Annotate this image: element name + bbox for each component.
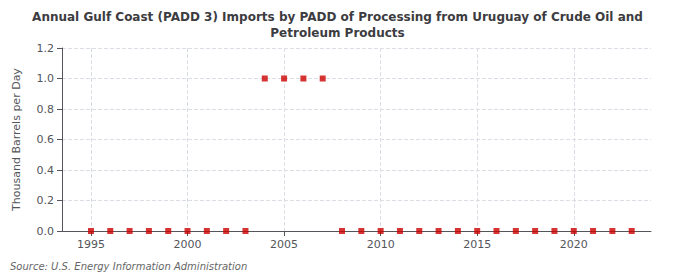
- svg-text:2000: 2000: [174, 238, 202, 251]
- svg-text:Thousand Barrels per Day: Thousand Barrels per Day: [10, 68, 23, 212]
- svg-text:1995: 1995: [77, 238, 105, 251]
- svg-text:1.0: 1.0: [37, 72, 55, 85]
- svg-text:0.0: 0.0: [37, 225, 55, 238]
- svg-text:0.8: 0.8: [37, 103, 55, 116]
- svg-text:2010: 2010: [367, 238, 395, 251]
- svg-text:Source: U.S. Energy Informatio: Source: U.S. Energy Information Administ…: [10, 261, 247, 272]
- svg-text:0.2: 0.2: [37, 194, 55, 207]
- svg-text:0.4: 0.4: [37, 164, 55, 177]
- svg-text:2015: 2015: [463, 238, 491, 251]
- svg-text:0.6: 0.6: [37, 133, 55, 146]
- svg-text:2005: 2005: [270, 238, 298, 251]
- svg-text:2020: 2020: [560, 238, 588, 251]
- svg-text:1.2: 1.2: [37, 42, 55, 55]
- svg-text:Petroleum Products: Petroleum Products: [270, 26, 404, 40]
- svg-text:Annual Gulf Coast (PADD 3) Imp: Annual Gulf Coast (PADD 3) Imports by PA…: [32, 10, 643, 24]
